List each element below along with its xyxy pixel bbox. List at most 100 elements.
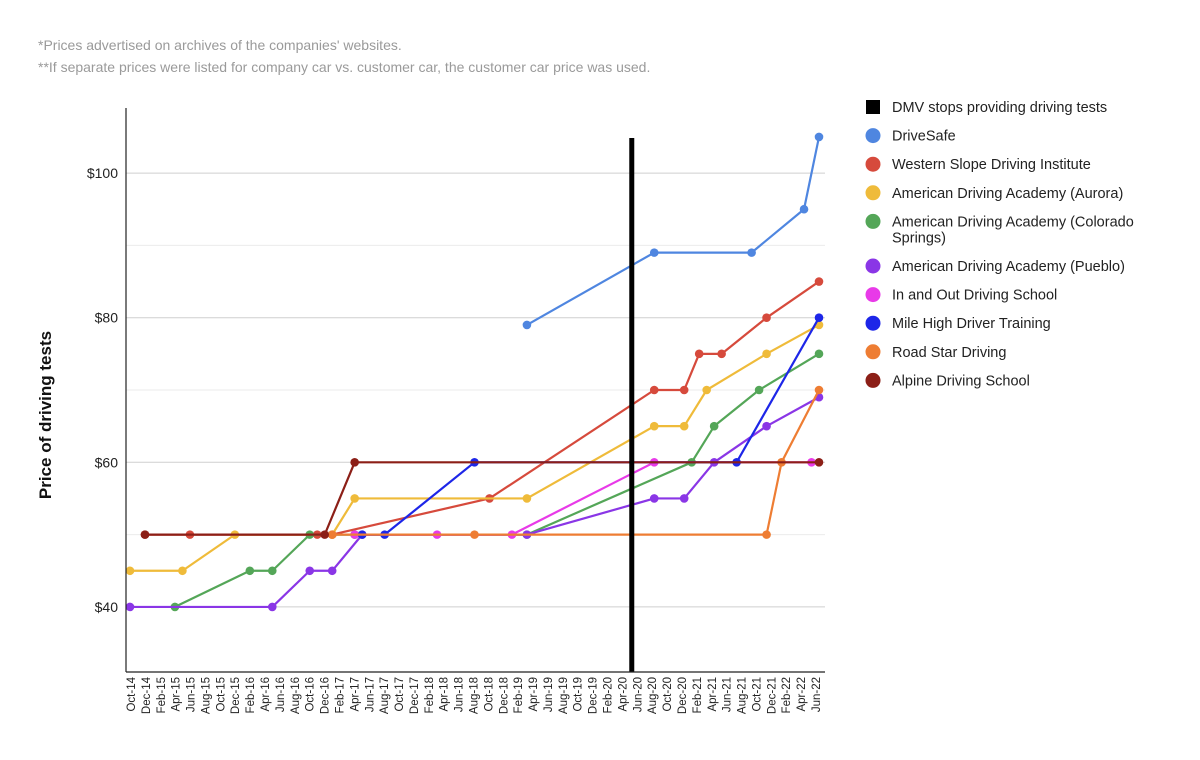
legend-item: In and Out Driving School — [865, 287, 1057, 304]
data-point — [320, 530, 330, 539]
x-tick-label: Jun-21 — [722, 677, 734, 712]
series-alpine-driving-school — [140, 458, 824, 539]
legend-label: American Driving Academy (Colorado Spring… — [892, 214, 1134, 246]
data-point — [799, 204, 809, 214]
legend-item: American Driving Academy (Colorado Spring… — [865, 213, 1134, 246]
x-tick-label: Apr-15 — [171, 677, 183, 712]
legend-swatch — [865, 213, 881, 229]
legend-item: Mile High Driver Training — [865, 315, 1051, 332]
legend-item: Alpine Driving School — [865, 372, 1030, 389]
data-point — [305, 566, 315, 576]
x-tick-label: Jun-22 — [811, 677, 823, 712]
legend-label: American Driving Academy (Aurora) — [892, 186, 1123, 202]
x-tick-label: Dec-16 — [320, 677, 332, 714]
x-tick-label: Feb-17 — [334, 677, 346, 713]
series-american-driving-academy-colorado-springs — [170, 349, 824, 612]
y-axis-label: Price of driving tests — [36, 331, 55, 499]
legend-swatch — [866, 100, 880, 114]
x-tick-label: Jun-15 — [186, 677, 198, 712]
x-tick-label: Feb-20 — [603, 677, 615, 713]
legend-item: Western Slope Driving Institute — [865, 156, 1091, 173]
data-point — [702, 385, 711, 395]
data-point — [762, 421, 771, 431]
data-point — [649, 248, 659, 257]
data-point — [649, 494, 659, 503]
legend-swatch — [865, 156, 881, 172]
series-line — [144, 280, 820, 536]
data-point — [814, 313, 824, 322]
legend-label: Mile High Driver Training — [892, 316, 1051, 332]
legend-swatch — [865, 185, 881, 201]
x-tick-label: Oct-21 — [751, 677, 763, 712]
gridlines — [126, 172, 825, 608]
x-tick-label: Oct-18 — [483, 677, 495, 712]
series-western-slope-driving-institute — [140, 277, 824, 539]
x-tick-label: Apr-21 — [707, 677, 719, 712]
data-point — [814, 277, 824, 286]
legend-label: In and Out Driving School — [892, 288, 1057, 304]
x-tick-label: Dec-21 — [766, 677, 778, 714]
x-tick-label: Oct-15 — [215, 677, 227, 712]
legend-label: Alpine Driving School — [892, 373, 1030, 389]
data-point — [814, 385, 824, 395]
y-tick-label: $100 — [87, 165, 118, 181]
data-point — [694, 349, 704, 359]
data-point — [754, 385, 764, 395]
data-point — [762, 530, 771, 539]
footnote-customer-car: **If separate prices were listed for com… — [38, 59, 651, 75]
x-tick-label: Feb-22 — [781, 677, 793, 713]
data-point — [717, 349, 726, 359]
legend-item: American Driving Academy (Aurora) — [865, 185, 1123, 202]
data-point — [350, 494, 359, 503]
data-point — [709, 421, 719, 431]
x-tick-label: Jun-19 — [543, 677, 555, 712]
data-point — [649, 385, 659, 395]
data-point — [762, 313, 771, 322]
x-tick-label: Oct-16 — [305, 677, 317, 712]
legend-swatch — [865, 372, 881, 388]
legend-swatch — [865, 344, 881, 360]
x-tick-label: Feb-19 — [513, 677, 525, 713]
legend-swatch — [865, 128, 881, 144]
legend-item: DMV stops providing driving tests — [866, 100, 1107, 116]
data-point — [125, 566, 135, 576]
x-tick-label: Oct-19 — [573, 677, 585, 712]
x-tick-label: Oct-20 — [662, 677, 674, 712]
series-lines — [125, 132, 824, 612]
data-point — [762, 349, 771, 359]
x-tick-label: Aug-19 — [558, 677, 570, 714]
x-tick-label: Dec-18 — [498, 677, 510, 714]
data-point — [327, 566, 337, 576]
x-tick-label: Feb-16 — [245, 677, 257, 713]
series-drivesafe — [522, 132, 824, 330]
y-tick-label: $40 — [95, 599, 119, 615]
axes — [125, 108, 825, 673]
series-mile-high-driver-training — [357, 313, 824, 539]
x-tick-label: Jun-18 — [454, 677, 466, 712]
x-tick-label: Jun-20 — [632, 677, 644, 712]
x-tick-label: Feb-21 — [692, 677, 704, 713]
series-line — [362, 317, 820, 536]
x-tick-label: Jun-16 — [275, 677, 287, 712]
series-american-driving-academy-aurora — [125, 320, 824, 576]
data-point — [178, 566, 187, 576]
legend: DMV stops providing driving tests DriveSa… — [865, 100, 1134, 389]
x-tick-label: Aug-21 — [737, 677, 749, 714]
data-point — [814, 458, 824, 467]
data-point — [140, 530, 150, 539]
x-tick-label: Dec-19 — [588, 677, 600, 714]
legend-swatch — [865, 315, 881, 331]
legend-item: American Driving Academy (Pueblo) — [865, 258, 1125, 275]
data-point — [125, 602, 135, 612]
legend-label: DMV stops providing driving tests — [892, 100, 1107, 116]
data-point — [267, 566, 277, 576]
data-point — [679, 385, 689, 395]
x-tick-label: Aug-16 — [290, 677, 302, 714]
series-line — [526, 136, 821, 326]
data-point — [522, 494, 532, 503]
legend-label: Road Star Driving — [892, 345, 1006, 361]
legend-item: Road Star Driving — [865, 344, 1006, 361]
data-point — [470, 530, 479, 539]
legend-swatch — [865, 258, 881, 274]
